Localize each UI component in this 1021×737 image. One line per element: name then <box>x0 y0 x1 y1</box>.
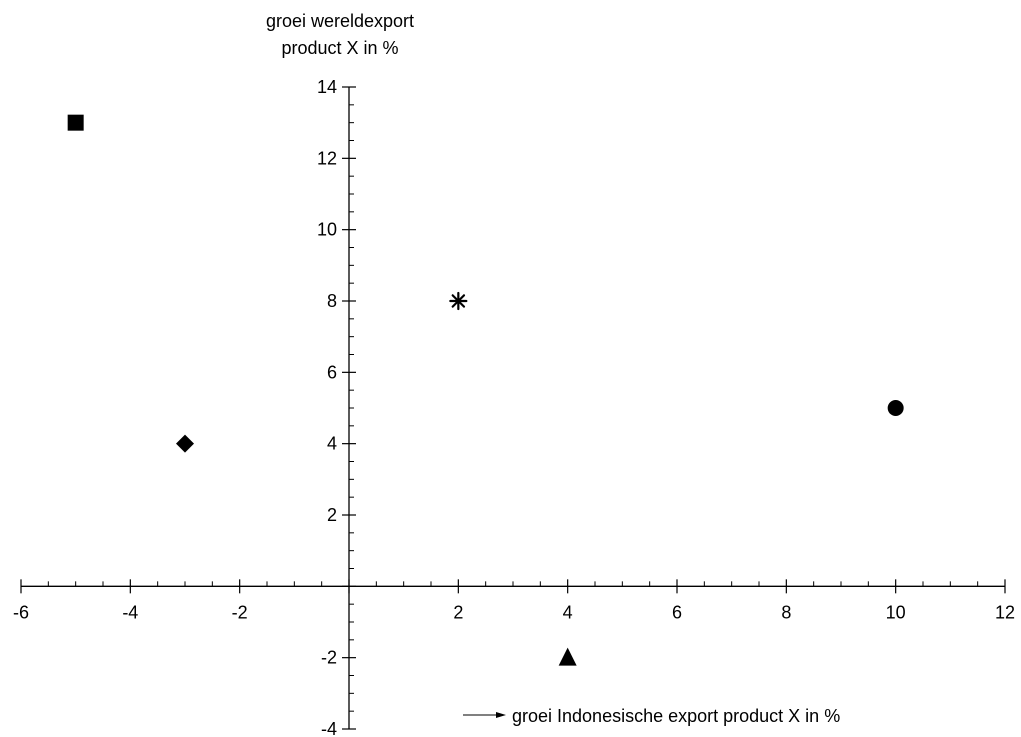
y-tick-label: -2 <box>321 648 337 668</box>
x-tick-label: 10 <box>886 602 906 622</box>
x-tick-label: 6 <box>672 602 682 622</box>
x-axis-arrow <box>463 712 506 718</box>
x-tick-label: -6 <box>13 602 29 622</box>
y-tick-label: 10 <box>317 220 337 240</box>
asterisk-stroke <box>451 294 466 308</box>
x-tick-label: 8 <box>781 602 791 622</box>
y-tick-label: 8 <box>327 291 337 311</box>
circle-marker <box>887 400 904 416</box>
x-tick-label: -2 <box>232 602 248 622</box>
square-marker <box>67 114 84 131</box>
x-tick-label: -4 <box>122 602 138 622</box>
triangle-marker <box>558 647 577 666</box>
y-tick-label: 2 <box>327 505 337 525</box>
y-tick-label: -4 <box>321 719 337 737</box>
asterisk-marker <box>449 291 468 311</box>
axes <box>21 87 1005 729</box>
y-axis-label-line-1: groei wereldexport <box>266 11 414 31</box>
y-tick-label: 4 <box>327 434 337 454</box>
x-tick-label: 12 <box>995 602 1015 622</box>
y-tick-label: 6 <box>327 362 337 382</box>
diamond-marker <box>176 434 194 453</box>
y-tick-label: 12 <box>317 148 337 168</box>
x-axis-label: groei Indonesische export product X in % <box>512 706 840 726</box>
x-tick-label: 4 <box>563 602 573 622</box>
x-axis-ticks: -6 -4 -2 2 4 6 8 10 12 <box>13 579 1015 622</box>
y-axis-ticks: -4 -2 2 4 6 8 10 12 14 <box>317 77 356 737</box>
y-tick-label: 14 <box>317 77 337 97</box>
y-axis-label-line-2: product X in % <box>281 38 398 58</box>
data-points <box>67 114 904 666</box>
x-tick-label: 2 <box>453 602 463 622</box>
